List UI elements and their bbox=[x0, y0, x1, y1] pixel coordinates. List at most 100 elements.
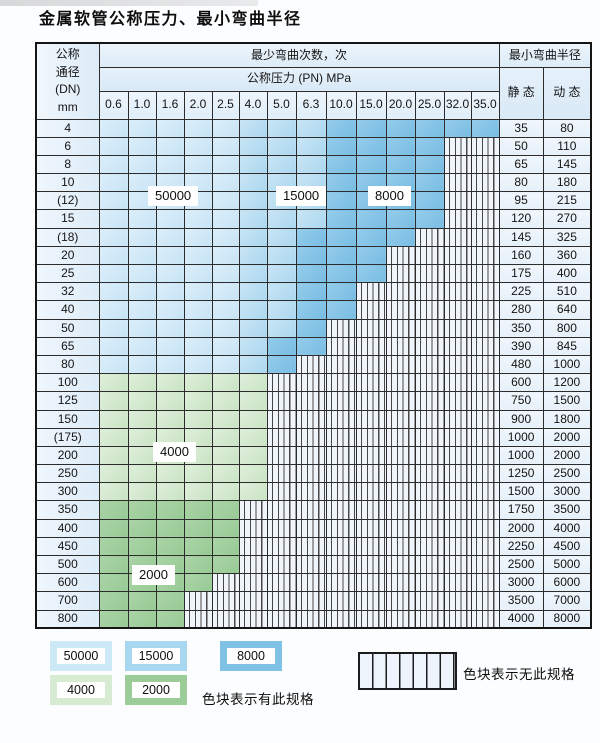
spec-cell bbox=[295, 263, 327, 284]
no-spec-cell bbox=[414, 609, 445, 629]
no-spec-cell bbox=[238, 536, 268, 557]
spec-cell bbox=[155, 591, 185, 611]
table-row: 50 350 800 bbox=[35, 318, 592, 338]
spec-cell bbox=[211, 554, 240, 575]
no-spec-cell bbox=[385, 354, 416, 375]
no-spec-cell bbox=[470, 609, 500, 629]
dn-cell: 100 bbox=[35, 373, 100, 393]
no-spec-cell bbox=[355, 536, 387, 557]
no-spec-cell bbox=[443, 191, 472, 211]
no-spec-cell bbox=[443, 518, 472, 538]
no-spec-cell bbox=[355, 336, 387, 356]
no-spec-cell bbox=[414, 518, 445, 538]
no-spec-cell bbox=[385, 518, 416, 538]
no-spec-cell bbox=[295, 609, 327, 629]
no-spec-cell bbox=[325, 554, 357, 575]
no-spec-cell bbox=[266, 445, 297, 466]
spec-cell bbox=[183, 245, 213, 266]
spec-cell bbox=[155, 336, 185, 356]
no-spec-cell bbox=[443, 336, 472, 356]
spec-cell bbox=[325, 300, 357, 320]
spec-cell bbox=[155, 409, 185, 429]
spec-cell bbox=[325, 118, 357, 138]
spec-cell bbox=[211, 336, 240, 356]
table-row: (175) 1000 2000 bbox=[35, 427, 592, 447]
no-spec-cell bbox=[470, 136, 500, 156]
spec-cell bbox=[211, 154, 240, 175]
spec-cell bbox=[414, 118, 445, 138]
spec-cell bbox=[385, 136, 416, 156]
spec-cell bbox=[183, 263, 213, 284]
spec-cell bbox=[211, 464, 240, 484]
no-spec-cell bbox=[385, 373, 416, 393]
static-radius-cell: 80 bbox=[498, 173, 544, 193]
no-spec-cell bbox=[325, 536, 357, 557]
spec-cell bbox=[98, 118, 129, 138]
spec-cell bbox=[266, 336, 297, 356]
spec-cell bbox=[414, 136, 445, 156]
spec-cell bbox=[295, 136, 327, 156]
spec-cell bbox=[211, 391, 240, 411]
no-spec-cell bbox=[385, 445, 416, 466]
no-spec-cell bbox=[470, 209, 500, 229]
no-spec-cell bbox=[355, 482, 387, 502]
no-spec-cell bbox=[266, 591, 297, 611]
no-spec-cell bbox=[238, 554, 268, 575]
no-spec-cell bbox=[443, 609, 472, 629]
static-radius-cell: 480 bbox=[498, 354, 544, 375]
table-row: 15 120 270 bbox=[35, 209, 592, 229]
no-spec-cell bbox=[414, 554, 445, 575]
dn-cell: 150 bbox=[35, 409, 100, 429]
dn-cell: 400 bbox=[35, 518, 100, 538]
no-spec-cell bbox=[385, 482, 416, 502]
dynamic-radius-cell: 2000 bbox=[542, 445, 592, 466]
cycle-count-label: 50000 bbox=[148, 186, 199, 206]
no-spec-cell bbox=[295, 482, 327, 502]
no-spec-cell bbox=[266, 609, 297, 629]
spec-cell bbox=[295, 118, 327, 138]
no-spec-cell bbox=[355, 318, 387, 338]
spec-cell bbox=[355, 118, 387, 138]
no-spec-cell bbox=[443, 318, 472, 338]
spec-cell bbox=[211, 427, 240, 447]
spec-cell bbox=[183, 282, 213, 302]
no-spec-cell bbox=[414, 318, 445, 338]
static-radius-cell: 750 bbox=[498, 391, 544, 411]
spec-cell bbox=[325, 209, 357, 229]
pressure-value-header: 32.0 bbox=[443, 90, 472, 120]
table-row: 40 280 640 bbox=[35, 300, 592, 320]
cycles-header: 最少弯曲次数，次 bbox=[98, 42, 500, 68]
spec-cell bbox=[211, 300, 240, 320]
no-spec-cell bbox=[470, 354, 500, 375]
no-spec-cell bbox=[385, 318, 416, 338]
static-column-header: 静 态 bbox=[498, 66, 544, 120]
spec-cell bbox=[98, 573, 129, 593]
dynamic-radius-cell: 640 bbox=[542, 300, 592, 320]
table-row: 350 1750 3500 bbox=[35, 500, 592, 520]
dn-cell: (12) bbox=[35, 191, 100, 211]
spec-cell bbox=[385, 209, 416, 229]
spec-cell bbox=[155, 609, 185, 629]
legend-has-spec-text: 色块表示有此规格 bbox=[202, 692, 314, 707]
static-radius-cell: 145 bbox=[498, 227, 544, 247]
no-spec-cell bbox=[325, 409, 357, 429]
static-radius-cell: 280 bbox=[498, 300, 544, 320]
dn-cell: 20 bbox=[35, 245, 100, 266]
no-spec-cell bbox=[325, 482, 357, 502]
spec-cell bbox=[355, 154, 387, 175]
no-spec-cell bbox=[325, 354, 357, 375]
no-spec-cell bbox=[355, 573, 387, 593]
no-spec-cell bbox=[325, 464, 357, 484]
table-row: 20 160 360 bbox=[35, 245, 592, 266]
no-spec-cell bbox=[266, 373, 297, 393]
static-radius-cell: 95 bbox=[498, 191, 544, 211]
legend-swatch: 15000 bbox=[125, 641, 187, 671]
spec-cell bbox=[295, 227, 327, 247]
no-spec-cell bbox=[470, 409, 500, 429]
no-spec-cell bbox=[325, 518, 357, 538]
no-spec-cell bbox=[470, 591, 500, 611]
spec-cell bbox=[127, 518, 157, 538]
dynamic-radius-cell: 845 bbox=[542, 336, 592, 356]
dynamic-radius-cell: 5000 bbox=[542, 554, 592, 575]
spec-cell bbox=[98, 518, 129, 538]
